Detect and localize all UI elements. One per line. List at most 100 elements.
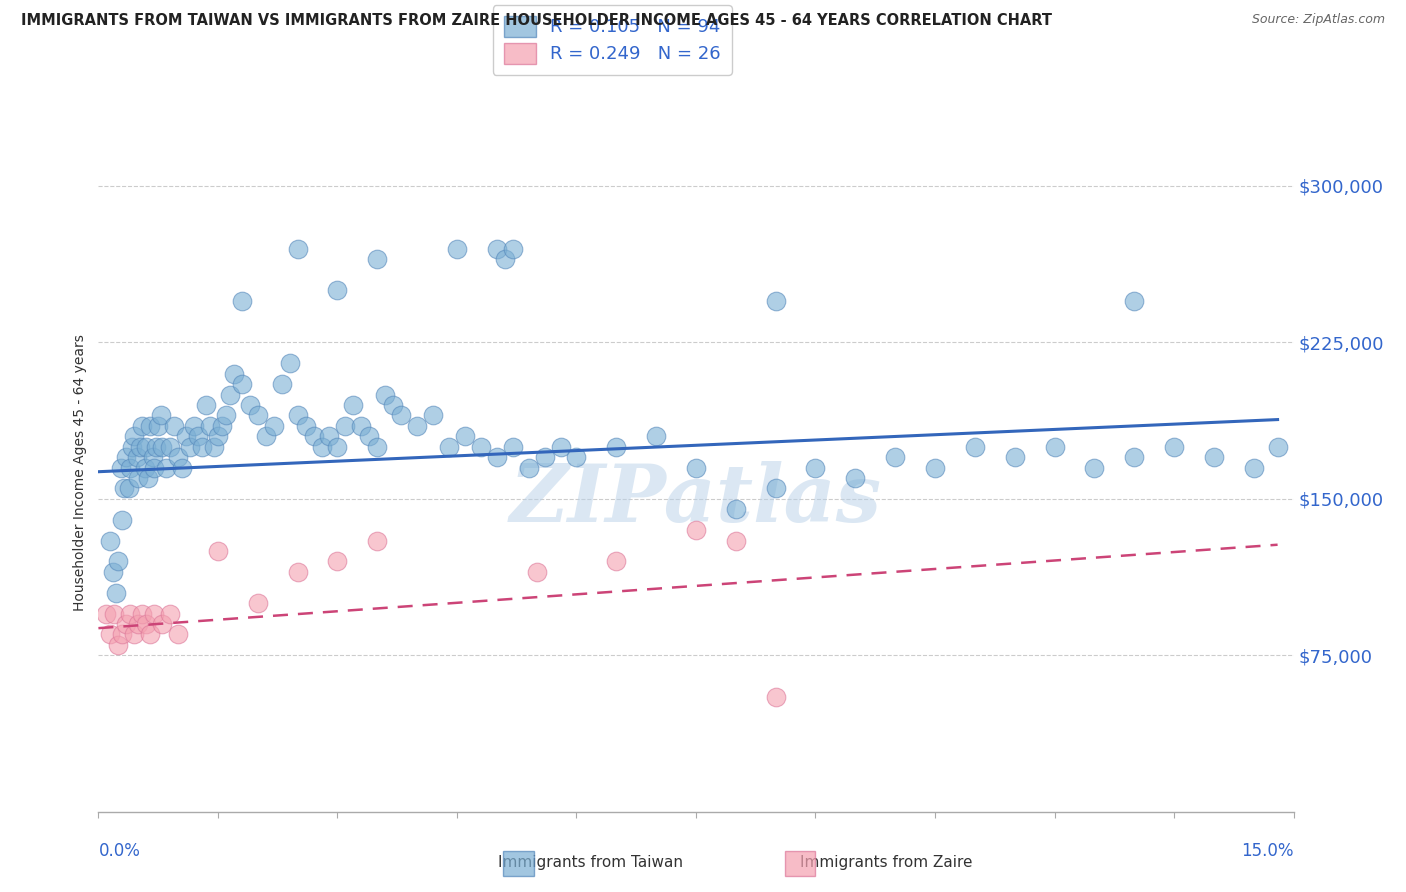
Text: 0.0%: 0.0% <box>98 842 141 860</box>
Point <box>207 544 229 558</box>
Point <box>115 450 138 464</box>
Point <box>98 533 122 548</box>
Point <box>389 409 412 423</box>
Point <box>963 440 986 454</box>
Point <box>422 409 444 423</box>
Point <box>231 377 253 392</box>
Point <box>150 617 173 632</box>
Point <box>211 418 233 433</box>
Point <box>139 627 162 641</box>
Text: ZIPatlas: ZIPatlas <box>510 461 882 539</box>
Point <box>533 450 555 464</box>
Point <box>287 409 309 423</box>
Point <box>246 596 269 610</box>
Point <box>724 502 747 516</box>
Point <box>131 607 153 621</box>
Point <box>382 398 405 412</box>
Point <box>724 533 747 548</box>
Text: IMMIGRANTS FROM TAIWAN VS IMMIGRANTS FROM ZAIRE HOUSEHOLDER INCOME AGES 45 - 64 : IMMIGRANTS FROM TAIWAN VS IMMIGRANTS FRO… <box>21 13 1052 29</box>
Point <box>924 460 946 475</box>
Point <box>844 471 866 485</box>
Point <box>207 429 229 443</box>
Point <box>120 607 142 621</box>
Point <box>437 440 460 454</box>
Point <box>765 482 787 496</box>
Point <box>219 387 242 401</box>
Point <box>287 242 309 256</box>
Point <box>565 450 588 464</box>
Point <box>526 565 548 579</box>
Point <box>115 617 138 632</box>
Point <box>127 471 149 485</box>
Point <box>125 450 148 464</box>
Point <box>326 283 349 297</box>
Point <box>287 565 309 579</box>
Point <box>142 450 165 464</box>
Point <box>167 627 190 641</box>
Point <box>135 440 157 454</box>
Point <box>485 242 508 256</box>
Point <box>135 617 157 632</box>
Point <box>187 429 209 443</box>
Point <box>191 440 214 454</box>
Point <box>167 450 190 464</box>
Point <box>765 690 787 704</box>
Point <box>605 554 627 568</box>
Point <box>485 450 508 464</box>
Point <box>174 429 197 443</box>
Point <box>103 607 125 621</box>
Point <box>804 460 827 475</box>
Point <box>302 429 325 443</box>
Point <box>1123 450 1146 464</box>
Point <box>406 418 429 433</box>
Point <box>148 418 170 433</box>
Point <box>1083 460 1105 475</box>
Point <box>446 242 468 256</box>
Point <box>150 440 173 454</box>
Point <box>326 440 349 454</box>
Point <box>231 293 253 308</box>
Point <box>374 387 396 401</box>
Point <box>128 440 150 454</box>
Point <box>765 293 787 308</box>
Point <box>326 554 349 568</box>
Point <box>645 429 668 443</box>
Point <box>470 440 492 454</box>
Point <box>179 440 201 454</box>
Point <box>127 617 149 632</box>
Point <box>254 429 277 443</box>
Point <box>1267 440 1289 454</box>
Point <box>350 418 373 433</box>
Point <box>1043 440 1066 454</box>
Point <box>502 440 524 454</box>
Point <box>517 460 540 475</box>
Point <box>685 523 707 537</box>
Point <box>110 460 132 475</box>
Point <box>159 440 181 454</box>
Point <box>550 440 572 454</box>
Point <box>111 513 134 527</box>
Point <box>101 565 124 579</box>
Point <box>366 533 388 548</box>
Point <box>605 440 627 454</box>
Point <box>263 418 285 433</box>
Point <box>270 377 292 392</box>
Point <box>159 607 181 621</box>
Point <box>107 638 129 652</box>
Point <box>685 460 707 475</box>
Point <box>149 409 172 423</box>
Point <box>163 418 186 433</box>
Point <box>155 460 177 475</box>
Point <box>111 627 134 641</box>
Point <box>195 398 218 412</box>
Point <box>134 460 156 475</box>
Point <box>131 418 153 433</box>
Point <box>454 429 477 443</box>
Point <box>222 367 245 381</box>
Point <box>359 429 381 443</box>
Point <box>120 460 142 475</box>
Point <box>198 418 221 433</box>
Legend: R = 0.105   N = 94, R = 0.249   N = 26: R = 0.105 N = 94, R = 0.249 N = 26 <box>492 5 733 75</box>
Point <box>1004 450 1026 464</box>
Point <box>139 418 162 433</box>
